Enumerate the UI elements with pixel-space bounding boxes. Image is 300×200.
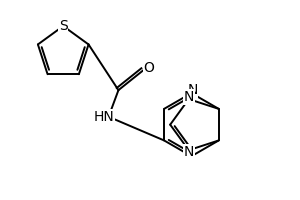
Text: N: N — [184, 145, 194, 159]
Text: N: N — [184, 90, 194, 104]
Text: S: S — [59, 19, 68, 33]
Text: O: O — [144, 61, 154, 75]
Text: HN: HN — [93, 110, 114, 124]
Text: N: N — [187, 83, 198, 97]
